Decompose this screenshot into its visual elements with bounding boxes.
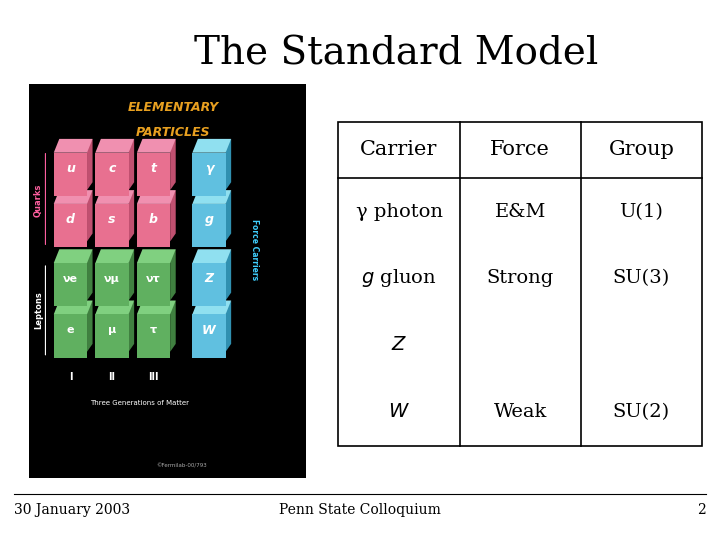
Text: g: g xyxy=(204,213,214,226)
Polygon shape xyxy=(129,190,134,241)
Text: νμ: νμ xyxy=(104,274,120,284)
Polygon shape xyxy=(137,190,176,204)
Text: III: III xyxy=(148,373,159,382)
Text: Quarks: Quarks xyxy=(34,183,43,217)
Bar xyxy=(54,153,87,196)
Polygon shape xyxy=(137,300,176,314)
Bar xyxy=(95,263,129,306)
Bar xyxy=(192,314,225,357)
Text: Three Generations of Matter: Three Generations of Matter xyxy=(90,400,189,406)
Polygon shape xyxy=(137,139,176,153)
Polygon shape xyxy=(192,300,231,314)
Polygon shape xyxy=(192,190,231,204)
Text: E&M: E&M xyxy=(495,202,546,221)
Polygon shape xyxy=(225,190,231,241)
Polygon shape xyxy=(54,139,93,153)
Text: U(1): U(1) xyxy=(619,202,663,221)
Text: $Z$: $Z$ xyxy=(391,336,407,354)
Polygon shape xyxy=(192,139,231,153)
Polygon shape xyxy=(170,190,176,241)
Text: ντ: ντ xyxy=(146,274,161,284)
Polygon shape xyxy=(54,300,93,314)
Polygon shape xyxy=(95,249,134,263)
Bar xyxy=(95,314,129,357)
Text: u: u xyxy=(66,162,75,175)
Text: Leptons: Leptons xyxy=(34,292,43,329)
Polygon shape xyxy=(87,139,93,190)
Text: Penn State Colloquium: Penn State Colloquium xyxy=(279,503,441,517)
Bar xyxy=(137,263,170,306)
Bar xyxy=(137,204,170,247)
Polygon shape xyxy=(225,139,231,190)
Text: $W$: $W$ xyxy=(388,403,410,421)
Bar xyxy=(192,204,225,247)
Polygon shape xyxy=(170,249,176,300)
Polygon shape xyxy=(225,249,231,300)
Text: γ photon: γ photon xyxy=(356,202,443,221)
Text: e: e xyxy=(67,325,74,335)
Bar xyxy=(54,204,87,247)
Text: I: I xyxy=(68,373,72,382)
Text: 2: 2 xyxy=(697,503,706,517)
Text: II: II xyxy=(109,373,115,382)
Bar xyxy=(54,314,87,357)
Polygon shape xyxy=(95,190,134,204)
Bar xyxy=(95,204,129,247)
Polygon shape xyxy=(87,300,93,352)
Text: Z: Z xyxy=(204,272,214,285)
Text: Force Carriers: Force Carriers xyxy=(251,219,259,280)
Text: ELEMENTARY: ELEMENTARY xyxy=(127,101,218,114)
Polygon shape xyxy=(54,190,93,204)
Polygon shape xyxy=(129,139,134,190)
Bar xyxy=(137,153,170,196)
Polygon shape xyxy=(170,139,176,190)
Polygon shape xyxy=(192,249,231,263)
Text: Group: Group xyxy=(608,140,675,159)
Text: The Standard Model: The Standard Model xyxy=(194,35,598,72)
Polygon shape xyxy=(54,249,93,263)
Text: νe: νe xyxy=(63,274,78,284)
Text: 30 January 2003: 30 January 2003 xyxy=(14,503,130,517)
Text: Strong: Strong xyxy=(487,269,554,287)
Text: b: b xyxy=(149,213,158,226)
Bar xyxy=(95,153,129,196)
Text: τ: τ xyxy=(150,325,157,335)
Polygon shape xyxy=(137,249,176,263)
Text: Weak: Weak xyxy=(493,403,547,421)
Polygon shape xyxy=(170,300,176,352)
Text: μ: μ xyxy=(108,325,116,335)
Bar xyxy=(137,314,170,357)
Polygon shape xyxy=(95,300,134,314)
Text: c: c xyxy=(108,162,116,175)
Text: t: t xyxy=(150,162,156,175)
Text: s: s xyxy=(108,213,116,226)
Polygon shape xyxy=(129,300,134,352)
Text: γ: γ xyxy=(204,162,213,175)
Bar xyxy=(338,122,702,446)
Text: PARTICLES: PARTICLES xyxy=(135,126,210,139)
Text: SU(3): SU(3) xyxy=(613,269,670,287)
Text: SU(2): SU(2) xyxy=(613,403,670,421)
Polygon shape xyxy=(87,249,93,300)
Text: $g$ gluon: $g$ gluon xyxy=(361,267,437,289)
Polygon shape xyxy=(95,139,134,153)
Polygon shape xyxy=(129,249,134,300)
Bar xyxy=(54,263,87,306)
Polygon shape xyxy=(87,190,93,241)
Polygon shape xyxy=(225,300,231,352)
Bar xyxy=(192,263,225,306)
Text: ©Fermilab-00/793: ©Fermilab-00/793 xyxy=(156,463,207,469)
Text: Force: Force xyxy=(490,140,550,159)
Text: d: d xyxy=(66,213,75,226)
Text: Carrier: Carrier xyxy=(360,140,438,159)
Text: W: W xyxy=(202,323,216,336)
Bar xyxy=(192,153,225,196)
